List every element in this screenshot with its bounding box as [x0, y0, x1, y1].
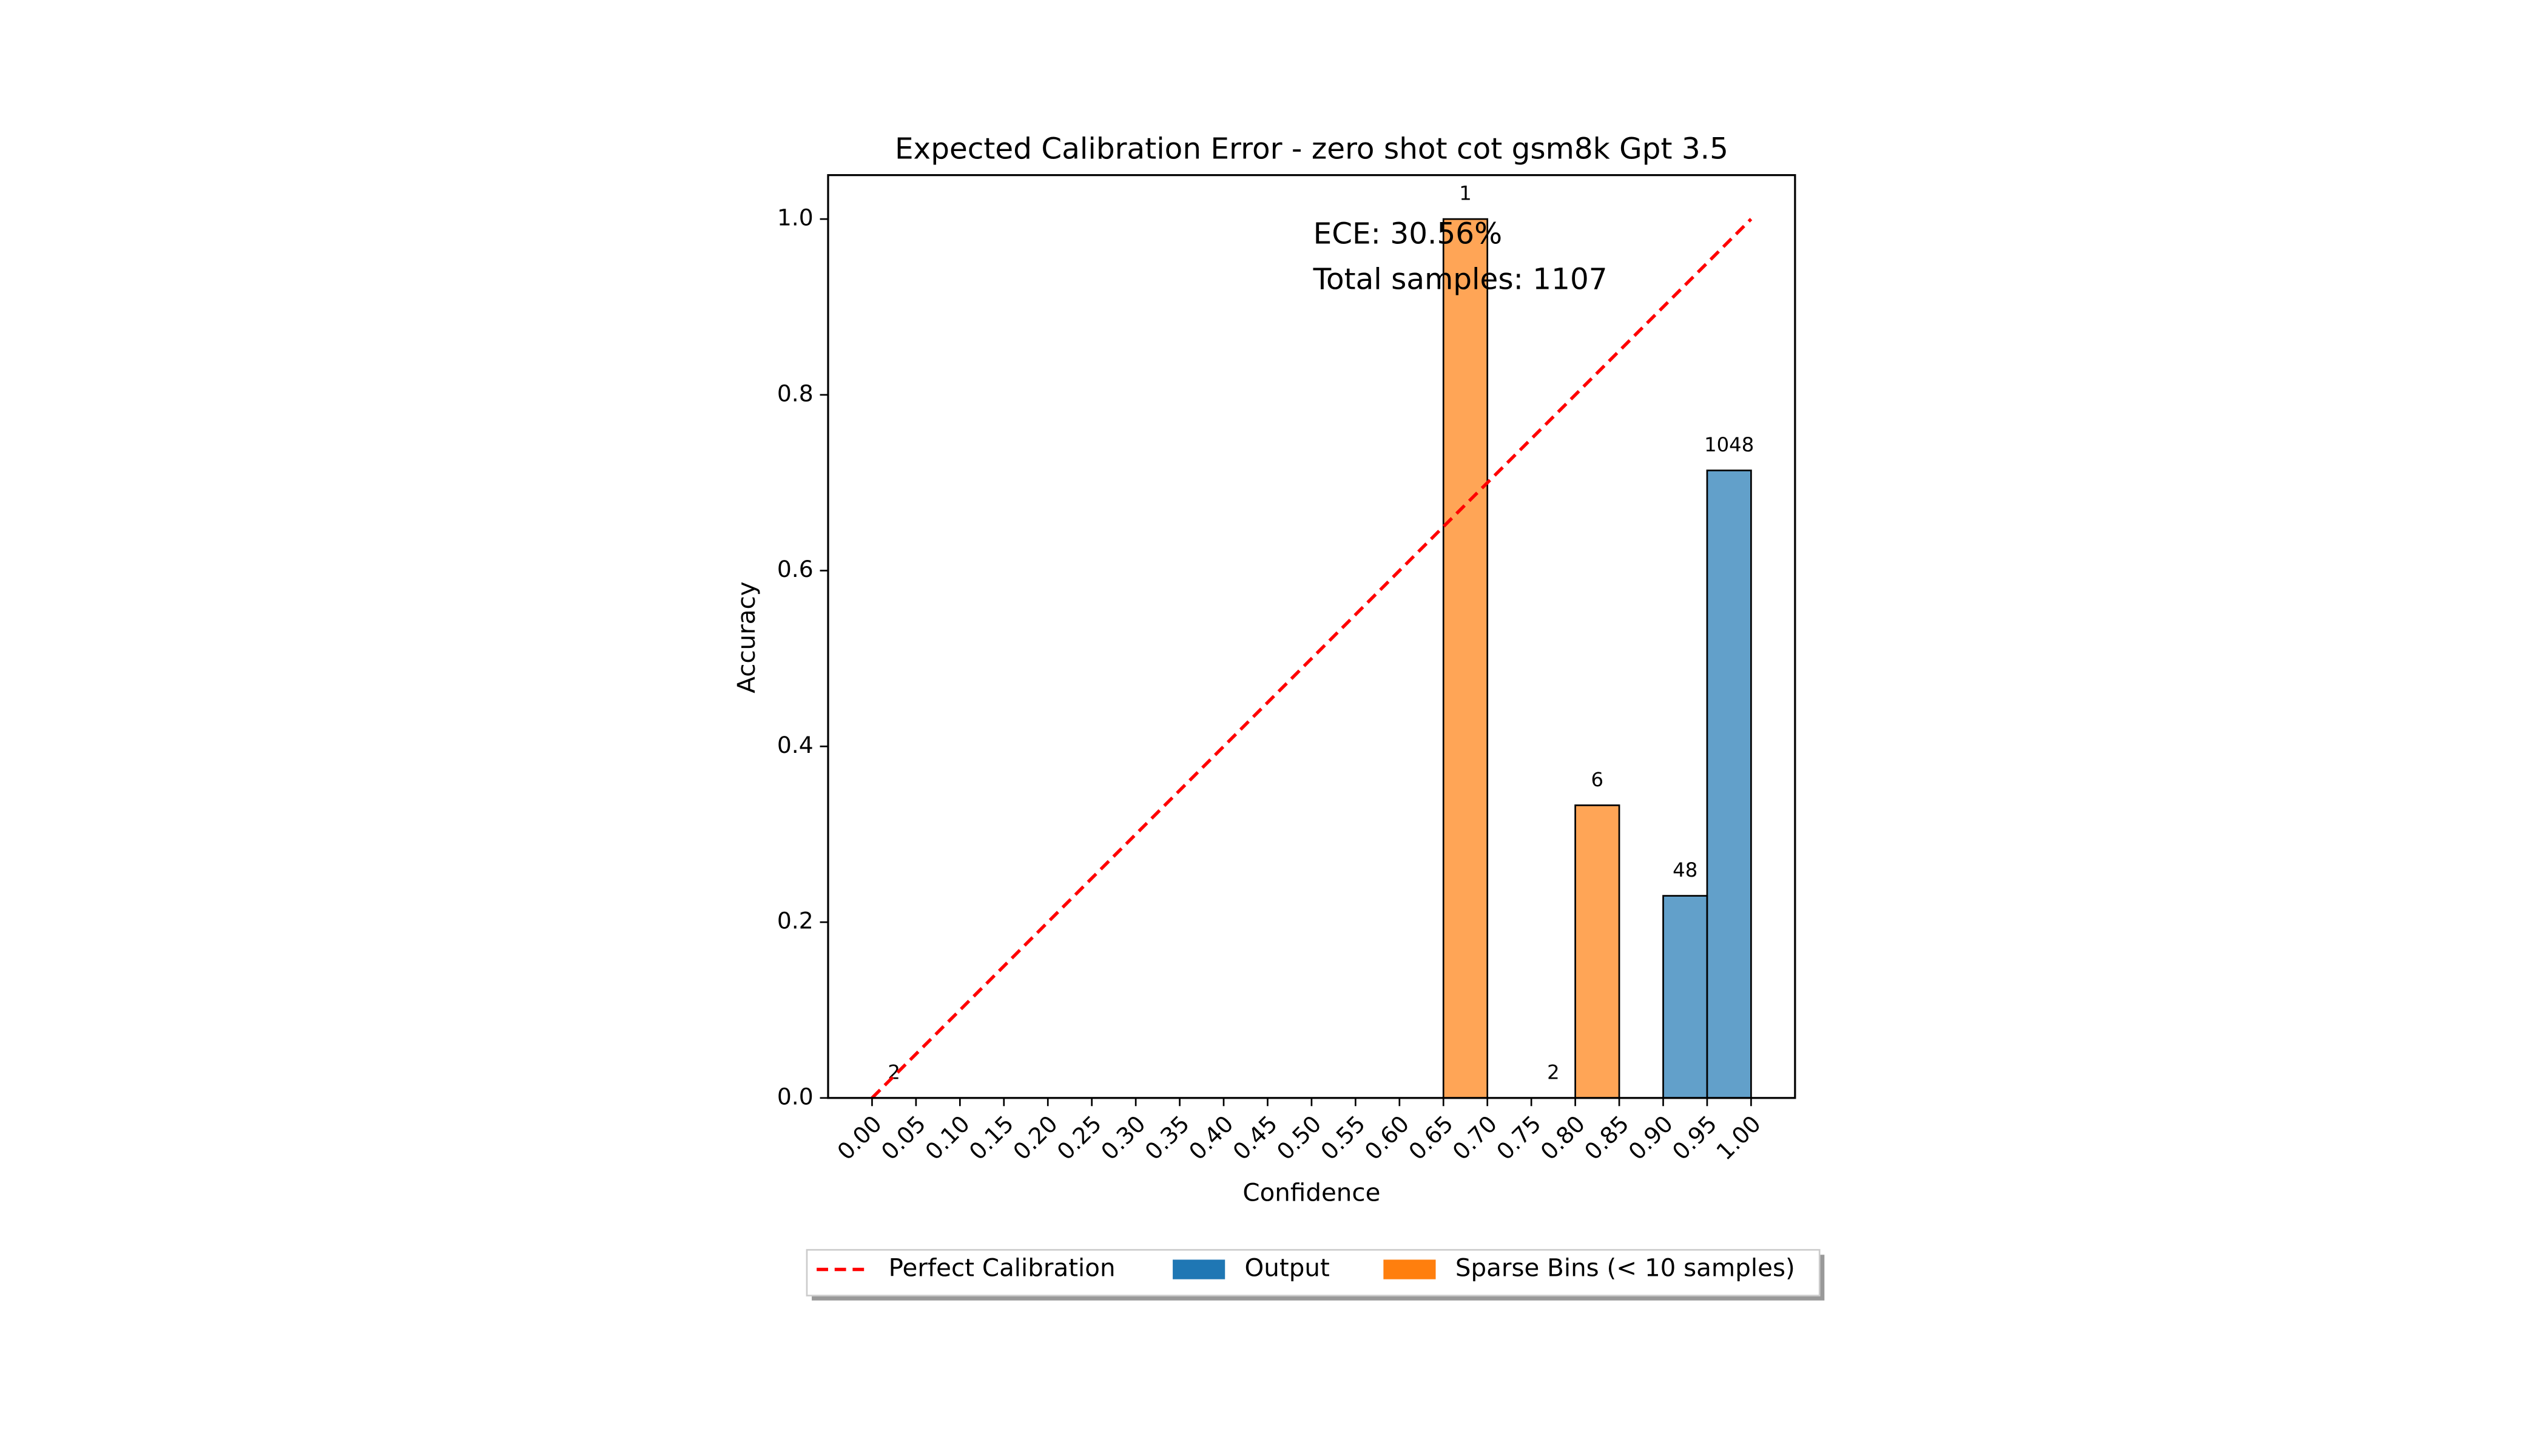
legend-label: Sparse Bins (< 10 samples) — [1455, 1254, 1795, 1282]
legend-label: Perfect Calibration — [889, 1254, 1116, 1282]
annotation: ECE: 30.56% — [1313, 217, 1503, 251]
count-label: 2 — [1547, 1060, 1560, 1084]
annotation: Total samples: 1107 — [1313, 263, 1608, 297]
count-label: 1 — [1459, 182, 1472, 205]
legend-box — [806, 1249, 1821, 1296]
bar — [1662, 895, 1708, 1099]
legend: Perfect Calibration Output Sparse Bins (< … — [806, 1249, 1825, 1301]
legend-swatch — [1383, 1259, 1436, 1279]
bar — [1442, 218, 1489, 1099]
y-tick-label: 0.6 — [777, 556, 814, 582]
plot-frame — [827, 174, 1796, 1099]
y-tick-label: 0.2 — [777, 908, 814, 934]
count-label: 6 — [1591, 768, 1604, 791]
reference-line — [871, 218, 1753, 1099]
count-label: 48 — [1673, 858, 1697, 881]
bar — [1574, 804, 1620, 1099]
y-tick-label: 0.0 — [777, 1083, 814, 1110]
y-tick-label: 0.4 — [777, 732, 814, 758]
x-axis-label: Confidence — [1242, 1179, 1380, 1207]
y-tick-label: 1.0 — [777, 204, 814, 231]
legend-swatch — [1173, 1259, 1225, 1279]
count-label: 1048 — [1704, 433, 1754, 456]
legend-label: Output — [1245, 1254, 1330, 1282]
y-axis-label: Accuracy — [732, 581, 761, 693]
chart-title: Expected Calibration Error - zero shot c… — [895, 132, 1728, 166]
bar — [1706, 470, 1752, 1099]
y-tick-label: 0.8 — [777, 380, 814, 406]
